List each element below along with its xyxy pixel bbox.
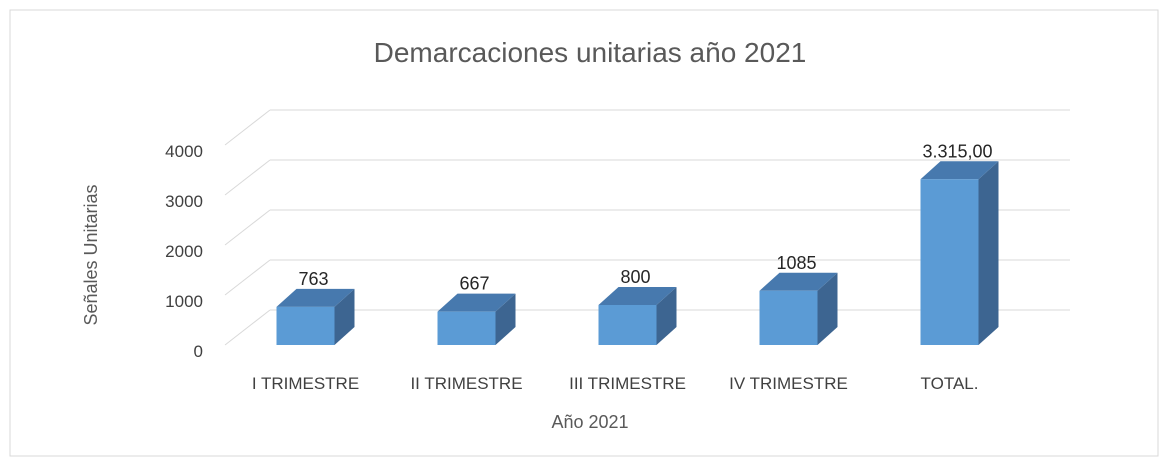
data-label: 3.315,00 [922,141,992,161]
bar [598,305,657,345]
grid-line-side [224,159,271,196]
bar-side [978,161,999,345]
data-label: 800 [620,267,650,287]
bar [920,179,979,345]
bar [437,311,496,345]
grid-line-side [224,109,271,146]
x-tick-label: III TRIMESTRE [569,374,686,393]
x-axis-title: Año 2021 [551,412,628,432]
data-label: 763 [298,269,328,289]
bar-side [817,272,838,345]
x-tick-label: II TRIMESTRE [410,374,522,393]
x-tick-label: I TRIMESTRE [252,374,359,393]
data-label: 1085 [776,253,816,273]
bar-top [920,161,999,180]
y-tick-label: 4000 [165,142,203,161]
bar [276,306,335,345]
bar-side [495,293,516,345]
chart-title: Demarcaciones unitarias año 2021 [374,37,807,68]
y-tick-label: 2000 [165,242,203,261]
x-tick-label: TOTAL. [921,374,979,393]
bar-side [334,288,355,345]
bar-top [598,287,677,305]
y-tick-label: 0 [194,342,203,361]
grid-line-side [224,209,271,246]
bar-top [437,293,516,312]
bar-side [656,287,677,345]
grid-line-side [224,259,271,296]
grid-line-side [224,309,271,346]
bar-top [759,272,838,291]
y-tick-label: 1000 [165,292,203,311]
bar-top [276,288,355,307]
x-tick-label: IV TRIMESTRE [729,374,848,393]
bar [759,290,818,345]
data-label: 667 [459,274,489,294]
y-axis-title: Señales Unitarias [81,184,101,325]
y-tick-label: 3000 [165,192,203,211]
